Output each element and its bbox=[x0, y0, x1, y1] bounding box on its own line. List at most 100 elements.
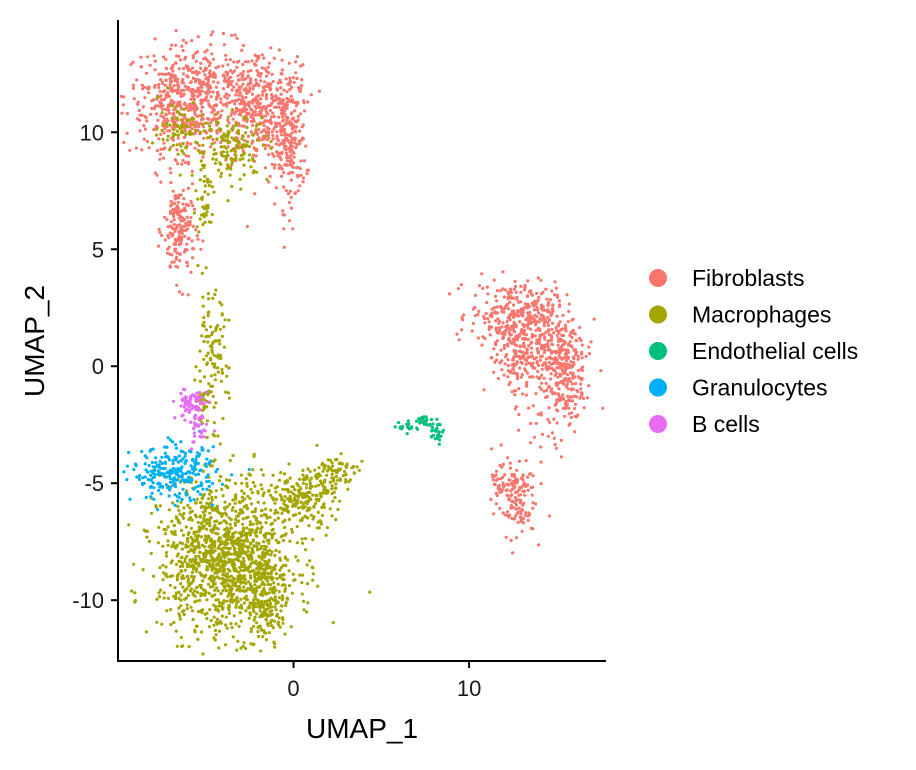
data-point bbox=[331, 621, 335, 625]
data-point bbox=[157, 82, 161, 87]
data-point bbox=[507, 331, 511, 335]
data-point bbox=[480, 272, 484, 276]
data-point bbox=[269, 508, 273, 512]
data-point bbox=[405, 422, 409, 426]
data-point bbox=[195, 225, 199, 229]
data-point bbox=[267, 631, 271, 635]
data-point bbox=[198, 598, 202, 603]
data-point bbox=[544, 381, 548, 385]
data-point bbox=[237, 570, 241, 574]
data-point bbox=[251, 587, 255, 591]
data-point bbox=[550, 387, 554, 391]
data-point bbox=[537, 543, 541, 547]
data-point bbox=[216, 81, 220, 85]
points-layer bbox=[119, 29, 605, 656]
data-point bbox=[276, 138, 280, 142]
data-point bbox=[481, 335, 485, 339]
data-point bbox=[263, 166, 267, 170]
data-point bbox=[132, 562, 136, 566]
data-point bbox=[127, 523, 131, 527]
legend-item: Macrophages bbox=[649, 302, 831, 328]
data-point bbox=[265, 545, 269, 549]
data-point bbox=[246, 515, 250, 519]
data-point bbox=[193, 128, 197, 132]
data-point bbox=[179, 593, 183, 597]
data-point bbox=[243, 563, 247, 567]
data-point bbox=[553, 403, 557, 407]
data-point bbox=[330, 461, 334, 465]
data-point bbox=[476, 312, 480, 317]
data-point bbox=[180, 528, 184, 533]
data-point bbox=[264, 532, 268, 536]
data-point bbox=[287, 172, 291, 176]
data-point bbox=[215, 586, 219, 590]
data-point bbox=[206, 292, 210, 296]
data-point bbox=[263, 147, 267, 151]
data-point bbox=[527, 344, 531, 348]
data-point bbox=[241, 63, 245, 67]
data-point bbox=[322, 479, 326, 484]
data-point bbox=[269, 532, 273, 536]
data-point bbox=[149, 495, 153, 499]
data-point bbox=[276, 81, 280, 85]
data-point bbox=[292, 80, 296, 85]
data-point bbox=[338, 477, 342, 481]
data-point bbox=[220, 569, 224, 573]
data-point bbox=[277, 623, 281, 627]
data-point bbox=[207, 577, 211, 581]
data-point bbox=[179, 560, 183, 564]
data-point bbox=[270, 586, 274, 591]
data-point bbox=[275, 130, 279, 134]
data-point bbox=[251, 605, 255, 610]
data-point bbox=[237, 123, 241, 127]
data-point bbox=[544, 287, 548, 291]
data-point bbox=[304, 144, 308, 148]
data-point bbox=[301, 180, 305, 184]
data-point bbox=[161, 123, 165, 127]
data-point bbox=[539, 387, 544, 392]
data-point bbox=[537, 320, 541, 324]
data-point bbox=[239, 646, 243, 650]
data-point bbox=[203, 559, 207, 564]
data-point bbox=[194, 473, 198, 477]
data-point bbox=[244, 539, 248, 543]
data-point bbox=[220, 514, 224, 519]
data-point bbox=[239, 72, 243, 76]
data-point bbox=[197, 144, 201, 148]
data-point bbox=[146, 477, 150, 482]
data-point bbox=[215, 504, 219, 508]
data-point bbox=[234, 542, 238, 546]
data-point bbox=[179, 635, 183, 640]
data-point bbox=[279, 130, 283, 134]
data-point bbox=[498, 361, 502, 365]
data-point bbox=[161, 544, 165, 548]
data-point bbox=[513, 393, 517, 397]
series-b-cells bbox=[171, 387, 217, 451]
data-point bbox=[221, 64, 225, 68]
legend-label: B cells bbox=[692, 411, 760, 437]
data-point bbox=[151, 98, 156, 102]
data-point bbox=[235, 596, 239, 600]
data-point bbox=[213, 373, 217, 377]
data-point bbox=[167, 508, 171, 512]
data-point bbox=[523, 358, 528, 362]
data-point bbox=[169, 622, 173, 627]
data-point bbox=[302, 101, 306, 105]
data-point bbox=[212, 71, 216, 75]
data-point bbox=[241, 517, 245, 521]
data-point bbox=[576, 354, 581, 358]
data-point bbox=[145, 139, 149, 144]
data-point bbox=[182, 250, 187, 254]
data-point bbox=[279, 471, 283, 475]
data-point bbox=[270, 93, 274, 97]
data-point bbox=[241, 70, 246, 74]
data-point bbox=[286, 82, 290, 86]
data-point bbox=[547, 365, 551, 369]
data-point bbox=[201, 143, 205, 147]
data-point bbox=[222, 519, 226, 523]
data-point bbox=[274, 186, 278, 190]
data-point bbox=[492, 278, 496, 282]
data-point bbox=[189, 587, 193, 591]
data-point bbox=[175, 143, 179, 147]
data-point bbox=[255, 59, 259, 63]
